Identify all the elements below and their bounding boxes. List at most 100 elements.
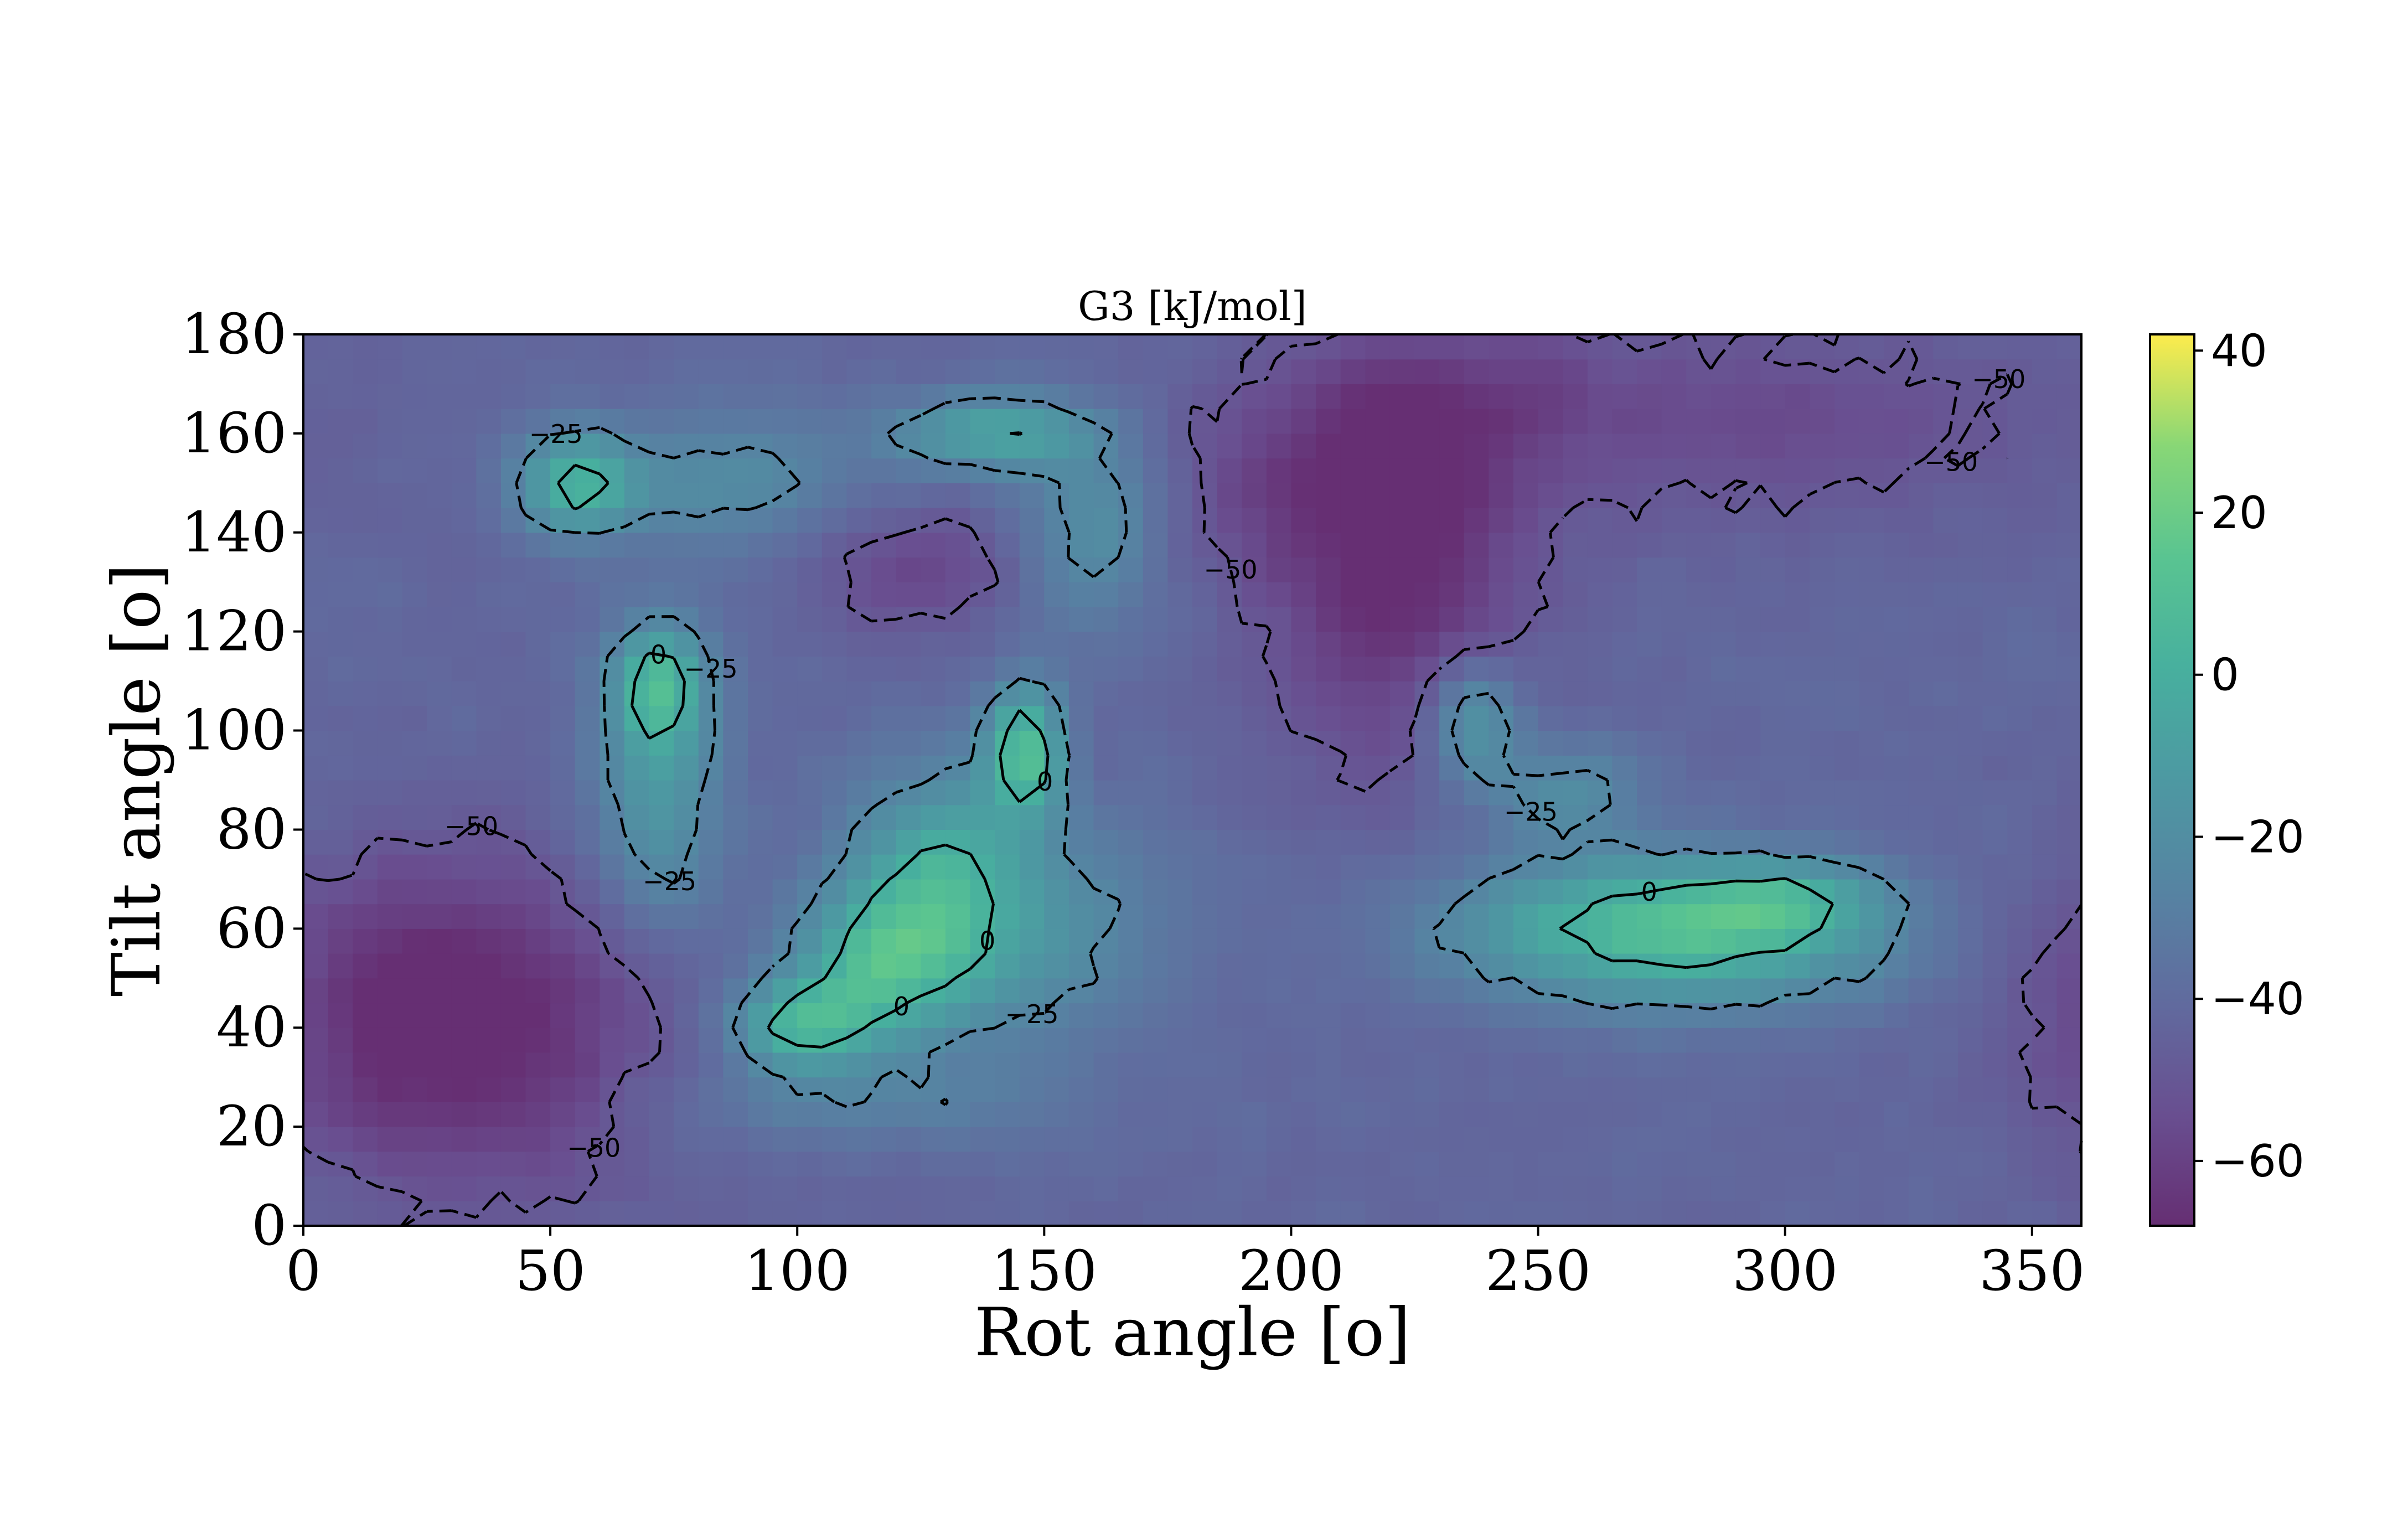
heatmap-cell [1068, 1028, 1094, 1053]
heatmap-cell [970, 1176, 995, 1201]
heatmap-cell [1414, 904, 1440, 929]
heatmap-cell [1563, 1176, 1588, 1201]
heatmap-cell [1538, 1176, 1563, 1201]
heatmap-cell [377, 532, 402, 558]
heatmap-cell [1242, 1077, 1267, 1102]
heatmap-cell [1933, 508, 1959, 533]
heatmap-cell [1464, 656, 1489, 682]
heatmap-cell [1661, 582, 1687, 607]
heatmap-cell [2056, 631, 2082, 657]
heatmap-cell [402, 1151, 427, 1177]
heatmap-cell [1563, 656, 1588, 682]
heatmap-cell [1637, 928, 1662, 954]
heatmap-cell [1266, 582, 1291, 607]
heatmap-cell [1859, 730, 1884, 756]
heatmap-cell [1093, 730, 1119, 756]
heatmap-cell [303, 458, 329, 483]
heatmap-cell [1340, 508, 1366, 533]
heatmap-cell [1538, 631, 1563, 657]
heatmap-cell [871, 458, 897, 483]
heatmap-cell [1612, 978, 1637, 1004]
heatmap-cell [1513, 483, 1539, 508]
heatmap-cell [896, 681, 921, 706]
heatmap-cell [1242, 904, 1267, 929]
heatmap-cell [1612, 1102, 1637, 1127]
heatmap-cell [1167, 829, 1193, 855]
heatmap-cell [1316, 483, 1341, 508]
heatmap-cell [1316, 656, 1341, 682]
heatmap-cell [723, 1127, 748, 1152]
heatmap-cell [1711, 384, 1736, 409]
heatmap-cell [1957, 483, 1983, 508]
heatmap-cell [846, 656, 872, 682]
heatmap-cell [871, 631, 897, 657]
heatmap-cell [1414, 508, 1440, 533]
heatmap-cell [1414, 780, 1440, 806]
heatmap-cell [624, 1003, 650, 1028]
heatmap-cell [1340, 1201, 1366, 1226]
heatmap-cell [1143, 928, 1168, 954]
heatmap-cell [698, 334, 724, 360]
heatmap-cell [1637, 656, 1662, 682]
heatmap-cell [1538, 359, 1563, 384]
heatmap-cell [1933, 1003, 1959, 1028]
heatmap-cell [328, 1003, 353, 1028]
heatmap-cell [550, 508, 576, 533]
heatmap-cell [1365, 458, 1391, 483]
heatmap-cell [2032, 359, 2057, 384]
heatmap-cell [1711, 1201, 1736, 1226]
heatmap-cell [1637, 384, 1662, 409]
heatmap-cell [1143, 1176, 1168, 1201]
heatmap-cell [1242, 557, 1267, 582]
heatmap-cell [674, 879, 699, 905]
heatmap-cell [1340, 928, 1366, 954]
heatmap-cell [1933, 483, 1959, 508]
y-tick-label: 60 [216, 896, 287, 961]
heatmap-cell [1908, 1201, 1934, 1226]
heatmap-cell [1242, 532, 1267, 558]
heatmap-cell [1192, 1077, 1218, 1102]
heatmap-cell [1859, 1028, 1884, 1053]
heatmap-cell [921, 606, 946, 632]
heatmap-cell [772, 1176, 798, 1201]
heatmap-cell [451, 1077, 477, 1102]
heatmap-cell [1316, 606, 1341, 632]
heatmap-cell [723, 1102, 748, 1127]
heatmap-cell [1686, 631, 1712, 657]
heatmap-cell [2007, 606, 2033, 632]
heatmap-cell [995, 409, 1020, 434]
heatmap-cell [1563, 1052, 1588, 1078]
heatmap-cell [476, 1003, 502, 1028]
heatmap-cell [1118, 458, 1144, 483]
heatmap-cell [748, 829, 773, 855]
heatmap-cell [575, 879, 600, 905]
heatmap-cell [1143, 705, 1168, 731]
heatmap-cell [1686, 532, 1712, 558]
heatmap-cell [846, 384, 872, 409]
heatmap-cell [1143, 829, 1168, 855]
heatmap-cell [846, 730, 872, 756]
heatmap-cell [1143, 384, 1168, 409]
heatmap-cell [1365, 755, 1391, 781]
heatmap-cell [1118, 409, 1144, 434]
heatmap-cell [1414, 928, 1440, 954]
heatmap-cell [1118, 953, 1144, 979]
heatmap-cell [674, 1052, 699, 1078]
heatmap-cell [1661, 656, 1687, 682]
heatmap-cell [1266, 1077, 1291, 1102]
heatmap-cell [1785, 582, 1810, 607]
heatmap-cell [748, 483, 773, 508]
heatmap-cell [1908, 483, 1934, 508]
heatmap-cell [748, 606, 773, 632]
heatmap-cell [525, 1151, 551, 1177]
heatmap-cell [575, 631, 600, 657]
heatmap-cell [402, 730, 427, 756]
heatmap-cell [1266, 854, 1291, 880]
heatmap-cell [649, 606, 674, 632]
heatmap-cell [995, 1003, 1020, 1028]
heatmap-cell [723, 483, 748, 508]
heatmap-cell [1513, 1028, 1539, 1053]
heatmap-cell [1044, 582, 1069, 607]
heatmap-cell [2007, 953, 2033, 979]
heatmap-cell [1612, 904, 1637, 929]
